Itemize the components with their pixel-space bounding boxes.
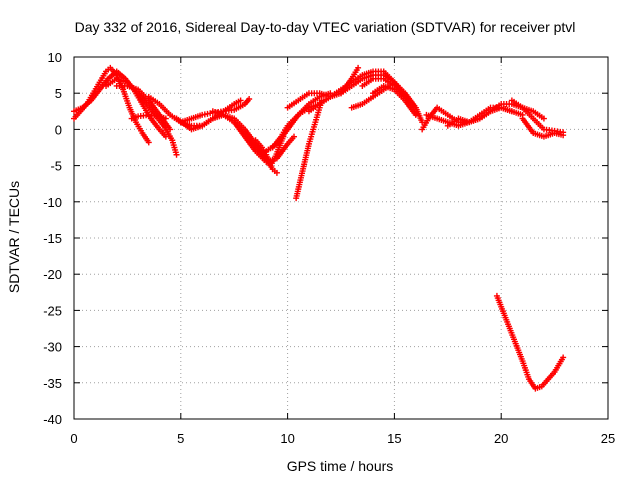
x-tick-label: 10	[280, 431, 294, 446]
data-point	[391, 79, 398, 86]
data-point	[291, 133, 298, 140]
y-tick-label: -15	[43, 231, 62, 246]
data-point	[540, 115, 547, 122]
data-point	[560, 354, 567, 361]
series-arc19	[370, 82, 419, 118]
series-arc20	[348, 79, 398, 111]
x-tick-label: 25	[601, 431, 615, 446]
grid	[74, 57, 608, 419]
y-tick-label: -5	[50, 159, 62, 174]
ticks: 0 5 10 15 20 25 10 5 0 -5 -10 -15 -20 -25 -30 -35 -40	[43, 50, 615, 446]
x-tick-label: 0	[70, 431, 77, 446]
data-point	[167, 126, 174, 133]
x-tick-label: 5	[177, 431, 184, 446]
data-point	[246, 95, 253, 102]
data-marks	[71, 64, 567, 392]
y-tick-label: 10	[48, 50, 62, 65]
y-tick-label: -25	[43, 303, 62, 318]
y-tick-label: 5	[55, 86, 62, 101]
data-point	[508, 108, 515, 115]
y-tick-label: -30	[43, 340, 62, 355]
data-point	[560, 132, 567, 139]
x-axis-label: GPS time / hours	[287, 458, 394, 474]
data-point	[237, 97, 244, 104]
series-arc14	[293, 97, 325, 202]
data-point	[145, 139, 152, 146]
series-arc5	[128, 111, 169, 122]
data-point	[412, 111, 419, 118]
x-tick-label: 20	[494, 431, 508, 446]
series-arc24	[508, 97, 567, 136]
y-tick-label: -10	[43, 195, 62, 210]
series-arc26	[493, 292, 567, 392]
data-point	[162, 115, 169, 122]
data-point	[273, 169, 280, 176]
data-point	[173, 151, 180, 158]
chart-title: Day 332 of 2016, Sidereal Day-to-day VTE…	[75, 19, 576, 35]
series-arc23	[444, 104, 515, 129]
y-tick-label: -40	[43, 412, 62, 427]
y-tick-label: -20	[43, 267, 62, 282]
data-point	[355, 64, 362, 71]
y-tick-label: 0	[55, 122, 62, 137]
series-arc25	[519, 115, 567, 140]
y-tick-label: -35	[43, 376, 62, 391]
x-tick-label: 15	[387, 431, 401, 446]
series-arc7	[177, 95, 253, 126]
data-point	[412, 104, 419, 111]
y-axis-label: SDTVAR / TECUs	[6, 181, 22, 293]
